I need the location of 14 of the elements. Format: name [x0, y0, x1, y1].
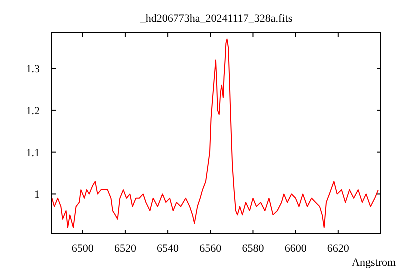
x-tick-label: 6600	[284, 243, 308, 255]
chart-title: _hd206773ha_20241117_328a.fits	[139, 13, 293, 25]
y-tick-label: 1.3	[26, 64, 40, 76]
line-series	[52, 38, 379, 228]
x-tick-label: 6500	[72, 243, 94, 255]
x-axis-title: Angstrom	[352, 257, 396, 269]
y-tick-label: 1	[34, 189, 40, 202]
x-tick-label: 6540	[157, 243, 180, 255]
x-tick-label: 6560	[200, 243, 222, 255]
y-tick-label: 1.2	[26, 105, 40, 118]
y-tick-label: 1.1	[26, 147, 40, 160]
x-tick-label: 6580	[242, 243, 265, 255]
x-tick-label: 6520	[114, 243, 137, 255]
x-tick-label: 6620	[327, 243, 350, 255]
